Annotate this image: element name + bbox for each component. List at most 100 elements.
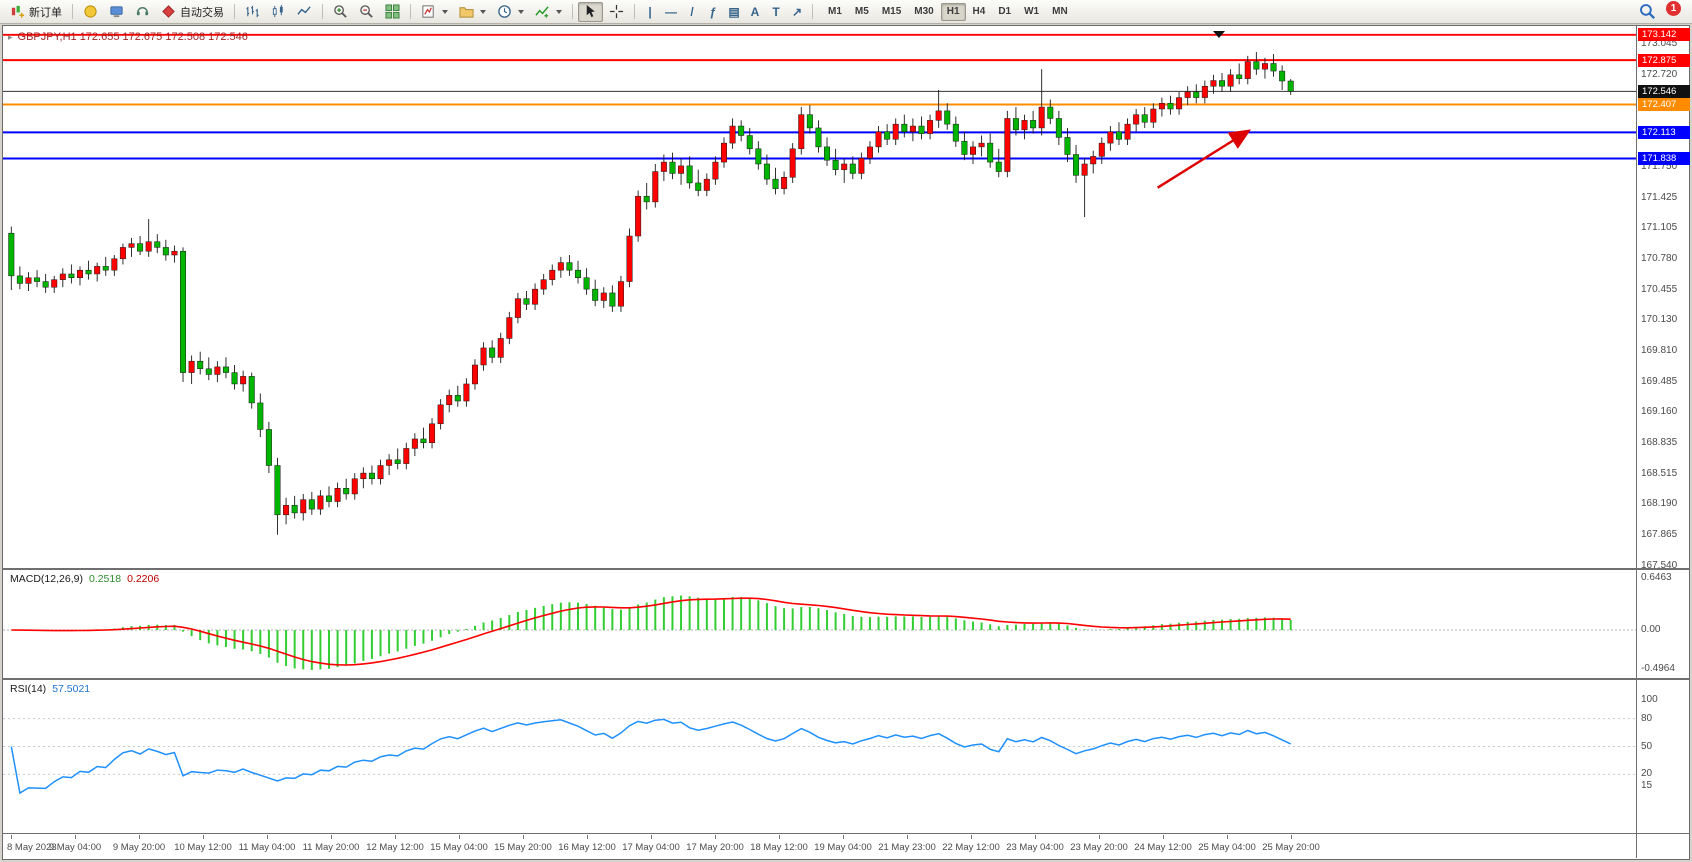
- rsi-line: [10, 718, 1292, 795]
- news-button[interactable]: [130, 2, 155, 22]
- timeframe-w1[interactable]: W1: [1018, 3, 1045, 21]
- headset-icon: [135, 4, 150, 19]
- time-axis-label: 10 May 12:00: [174, 842, 232, 853]
- time-axis-border: [3, 833, 1689, 834]
- tile-windows-button[interactable]: [380, 2, 405, 22]
- price-axis-label: 168.190: [1641, 498, 1678, 510]
- price-axis-label: 169.485: [1641, 375, 1678, 387]
- chart-ohlc-label: ▸ GBPJPY,H1 172.655 172.675 172.508 172.…: [8, 31, 248, 43]
- community-button[interactable]: [78, 2, 103, 22]
- rsi-scale-label: 80: [1641, 712, 1653, 724]
- panel-separator[interactable]: [3, 568, 1689, 570]
- time-axis-label: 9 May 20:00: [112, 842, 166, 853]
- tile-windows-icon: [385, 4, 400, 19]
- clock-icon: [497, 4, 512, 19]
- rsi-panel-canvas[interactable]: [3, 680, 1636, 834]
- macd-indicator-label: MACD(12,26,9) 0.2518 0.2206: [10, 573, 159, 585]
- time-axis-label: 12 May 12:00: [366, 842, 424, 853]
- profiles-dropdown[interactable]: [454, 2, 491, 22]
- community-icon: [83, 4, 98, 19]
- candlestick-chart-button[interactable]: [266, 2, 291, 22]
- time-axis-label: 11 May 20:00: [302, 842, 360, 853]
- chart-shift-marker: [1213, 31, 1225, 38]
- separator: [634, 4, 635, 19]
- price-axis-label: 171.750: [1641, 160, 1678, 172]
- price-axis-label: 170.130: [1641, 314, 1678, 326]
- channel-tool[interactable]: ▤: [724, 2, 744, 22]
- time-axis-label: 23 May 04:00: [1006, 842, 1064, 853]
- trendline-tool[interactable]: /: [682, 2, 702, 22]
- one-click-trading-icon[interactable]: ▸: [8, 31, 13, 42]
- zoom-in-icon: [333, 4, 348, 19]
- price-badge: 172.875: [1638, 53, 1690, 67]
- time-tick: [523, 835, 524, 839]
- zoom-out-button[interactable]: [354, 2, 379, 22]
- time-axis-label: 23 May 20:00: [1070, 842, 1128, 853]
- price-axis-label: 170.455: [1641, 283, 1678, 295]
- hosting-icon: [109, 4, 124, 19]
- separator: [572, 4, 573, 19]
- time-tick: [779, 835, 780, 839]
- text-tool[interactable]: A: [745, 2, 765, 22]
- time-tick: [1163, 835, 1164, 839]
- search-button[interactable]: [1634, 2, 1661, 22]
- time-tick: [75, 835, 76, 839]
- rsi-scale-label: 20: [1641, 768, 1653, 780]
- new-order-label: 新订单: [29, 6, 62, 19]
- auto-trading-label: 自动交易: [180, 6, 224, 19]
- notification-badge[interactable]: 1: [1666, 1, 1681, 16]
- auto-trading-button[interactable]: 自动交易: [156, 2, 229, 22]
- timeframe-m1[interactable]: M1: [822, 3, 848, 21]
- bar-chart-button[interactable]: [240, 2, 265, 22]
- macd-panel-canvas[interactable]: [3, 570, 1636, 678]
- time-tick: [651, 835, 652, 839]
- time-tick: [971, 835, 972, 839]
- indicators-dropdown[interactable]: [530, 2, 567, 22]
- time-axis-label: 17 May 04:00: [622, 842, 680, 853]
- zoom-in-button[interactable]: [328, 2, 353, 22]
- macd-signal-value: 0.2206: [127, 573, 160, 585]
- vertical-line-tool[interactable]: |: [640, 2, 660, 22]
- rsi-name: RSI(14): [10, 683, 47, 695]
- price-axis[interactable]: 173.045 172.720 171.750 171.425 171.105 170.7…: [1638, 0, 1691, 862]
- timeframe-m30[interactable]: M30: [908, 3, 939, 21]
- panel-separator[interactable]: [3, 678, 1689, 680]
- time-tick: [267, 835, 268, 839]
- line-chart-button[interactable]: [292, 2, 317, 22]
- horizontal-line-tool[interactable]: —: [661, 2, 681, 22]
- crosshair-tool-button[interactable]: [604, 2, 629, 22]
- timeframe-m5[interactable]: M5: [849, 3, 875, 21]
- arrows-tool[interactable]: ↗: [787, 2, 807, 22]
- timeframe-d1[interactable]: D1: [992, 3, 1017, 21]
- fibonacci-tool[interactable]: ƒ: [703, 2, 723, 22]
- zoom-out-icon: [359, 4, 374, 19]
- time-tick: [907, 835, 908, 839]
- label-tool[interactable]: T: [766, 2, 786, 22]
- hosting-button[interactable]: [104, 2, 129, 22]
- bar-chart-icon: [245, 4, 260, 19]
- timeframe-m15[interactable]: M15: [876, 3, 907, 21]
- time-tick: [1291, 835, 1292, 839]
- new-order-button[interactable]: 新订单: [5, 2, 67, 22]
- cursor-tool-button[interactable]: [578, 1, 603, 22]
- time-axis-label: 25 May 04:00: [1198, 842, 1256, 853]
- timeframe-h1[interactable]: H1: [940, 2, 966, 21]
- main-chart-canvas[interactable]: [3, 28, 1636, 568]
- timeframe-h4[interactable]: H4: [967, 3, 992, 21]
- price-axis-label: 170.780: [1641, 252, 1678, 264]
- price-axis-label: 169.160: [1641, 406, 1678, 418]
- time-tick: [395, 835, 396, 839]
- price-axis-label: 167.540: [1641, 560, 1678, 571]
- time-tick: [843, 835, 844, 839]
- time-axis[interactable]: 8 May 2023 9 May 04:00 9 May 20:00 10 May 1…: [3, 834, 1637, 860]
- new-chart-dropdown[interactable]: [416, 2, 453, 22]
- separator: [322, 4, 323, 19]
- time-axis-label: 16 May 12:00: [558, 842, 616, 853]
- price-axis-label: 171.105: [1641, 221, 1678, 233]
- macd-scale-label: -0.4964: [1641, 663, 1675, 674]
- timeframe-mn[interactable]: MN: [1046, 3, 1074, 21]
- periods-dropdown[interactable]: [492, 2, 529, 22]
- rsi-scale-label: 15: [1641, 780, 1653, 792]
- price-axis-label: 172.720: [1641, 68, 1678, 80]
